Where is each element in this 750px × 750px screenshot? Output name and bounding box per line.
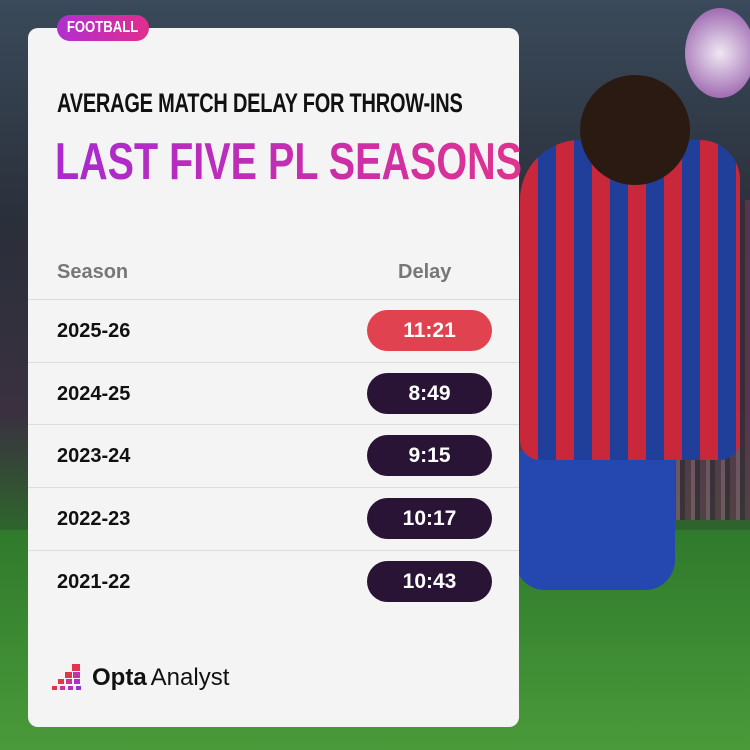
category-tag-label: FOOTBALL (67, 19, 139, 36)
column-header-delay: Delay (398, 261, 452, 283)
delay-value-pill: 10:43 (367, 560, 492, 602)
subtitle: LAST FIVE PL SEASONS (55, 133, 523, 191)
opta-analyst-logo: Opta Analyst (52, 662, 229, 694)
table-row: 2021-22 10:43 (28, 549, 519, 613)
season-label: 2021-22 (57, 570, 131, 593)
delay-value-pill: 8:49 (367, 372, 492, 414)
brand-name-regular: Analyst (150, 664, 230, 691)
table-row: 2024-25 8:49 (28, 361, 519, 425)
season-label: 2024-25 (57, 382, 131, 405)
delay-value-pill: 9:15 (367, 435, 492, 477)
table-row: 2025-26 11:21 (28, 299, 519, 362)
table-row: 2022-23 10:17 (28, 487, 519, 550)
football-image (685, 8, 750, 98)
season-label: 2023-24 (57, 445, 131, 468)
category-tag: FOOTBALL (57, 15, 149, 41)
opta-logo-icon (52, 664, 81, 690)
player-image (520, 140, 740, 460)
player-shorts (515, 450, 675, 590)
delay-value-pill: 11:21 (367, 310, 492, 351)
delay-value-pill: 10:17 (367, 498, 492, 540)
season-label: 2022-23 (57, 508, 131, 531)
player-head (580, 75, 690, 185)
title: AVERAGE MATCH DELAY FOR THROW-INS (57, 88, 463, 118)
season-label: 2025-26 (57, 320, 131, 342)
column-header-season: Season (57, 261, 129, 283)
table-row: 2023-24 9:15 (28, 424, 519, 487)
brand-name-bold: Opta (92, 664, 147, 691)
